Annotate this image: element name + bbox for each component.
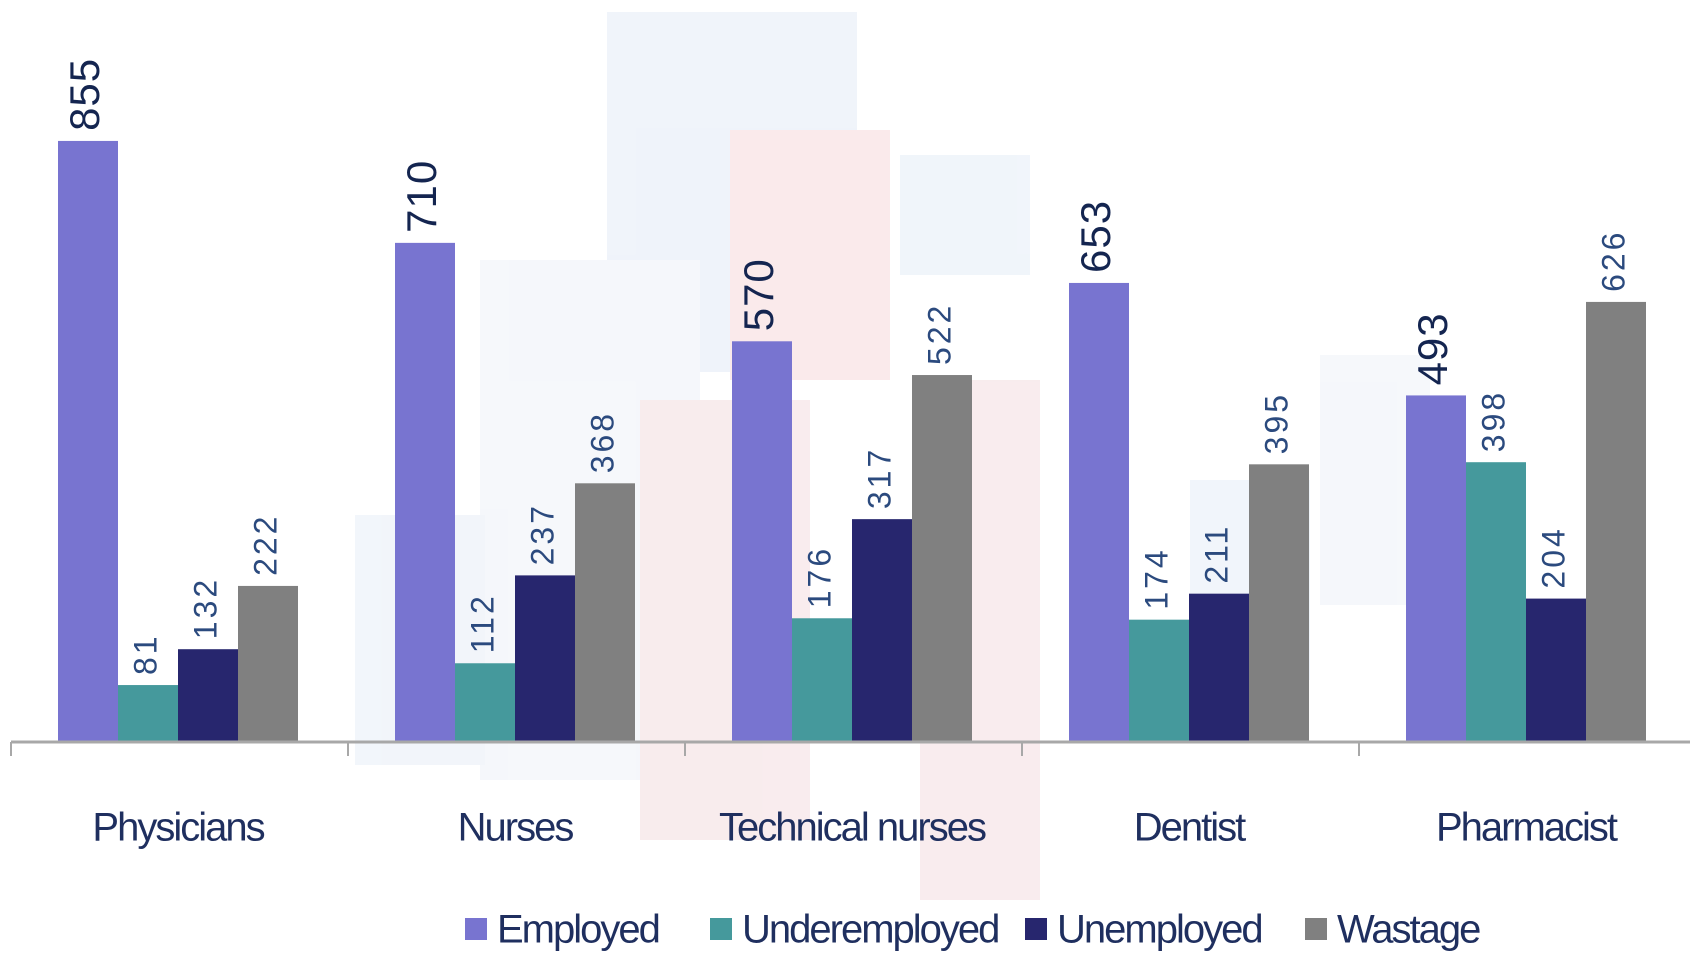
x-tick-label: Dentist	[1134, 806, 1246, 850]
legend-swatch	[710, 918, 732, 940]
value-label: 112	[464, 593, 500, 653]
legend-label: Wastage	[1337, 908, 1480, 952]
x-tick-label: Technical nurses	[719, 806, 986, 850]
value-label: 493	[1409, 312, 1456, 385]
bar	[852, 519, 912, 742]
value-label: 174	[1138, 547, 1174, 609]
x-tick-label: Pharmacist	[1436, 806, 1618, 850]
value-label: 653	[1072, 200, 1119, 273]
value-label: 398	[1475, 390, 1511, 452]
bar	[1526, 598, 1586, 742]
legend-swatch	[1025, 918, 1047, 940]
x-tick-label: Nurses	[458, 806, 574, 850]
bar	[238, 585, 298, 742]
bar	[792, 618, 852, 742]
value-label: 176	[801, 546, 837, 608]
value-label: 211	[1198, 524, 1234, 584]
bar	[118, 685, 178, 742]
value-label: 570	[735, 258, 782, 331]
legend-label: Unemployed	[1057, 908, 1262, 952]
value-label: 710	[398, 160, 445, 233]
bar	[912, 375, 972, 742]
value-label: 222	[247, 514, 283, 576]
bar	[1586, 301, 1646, 742]
bar	[1189, 593, 1249, 742]
bar	[395, 242, 455, 742]
bar	[1129, 619, 1189, 742]
value-label: 368	[584, 411, 620, 473]
value-label: 317	[861, 447, 897, 509]
legend-swatch	[1305, 918, 1327, 940]
bar	[178, 649, 238, 742]
value-label: 237	[524, 503, 560, 565]
value-label: 855	[61, 58, 108, 131]
bar	[1466, 462, 1526, 742]
bar	[575, 483, 635, 742]
legend-swatch	[465, 918, 487, 940]
value-label: 204	[1535, 526, 1571, 588]
x-tick-label: Physicians	[92, 806, 264, 850]
legend-label: Underemployed	[742, 908, 998, 952]
bar	[1069, 282, 1129, 742]
value-label: 522	[921, 303, 957, 365]
bar	[732, 341, 792, 742]
legend-label: Employed	[497, 908, 659, 952]
bar	[58, 140, 118, 742]
value-label: 626	[1595, 230, 1631, 292]
value-label: 81	[127, 633, 163, 675]
bar	[455, 663, 515, 742]
bar	[515, 575, 575, 742]
bar	[1249, 464, 1309, 742]
value-label: 132	[187, 577, 223, 639]
value-label: 395	[1258, 392, 1294, 454]
bar	[1406, 395, 1466, 742]
